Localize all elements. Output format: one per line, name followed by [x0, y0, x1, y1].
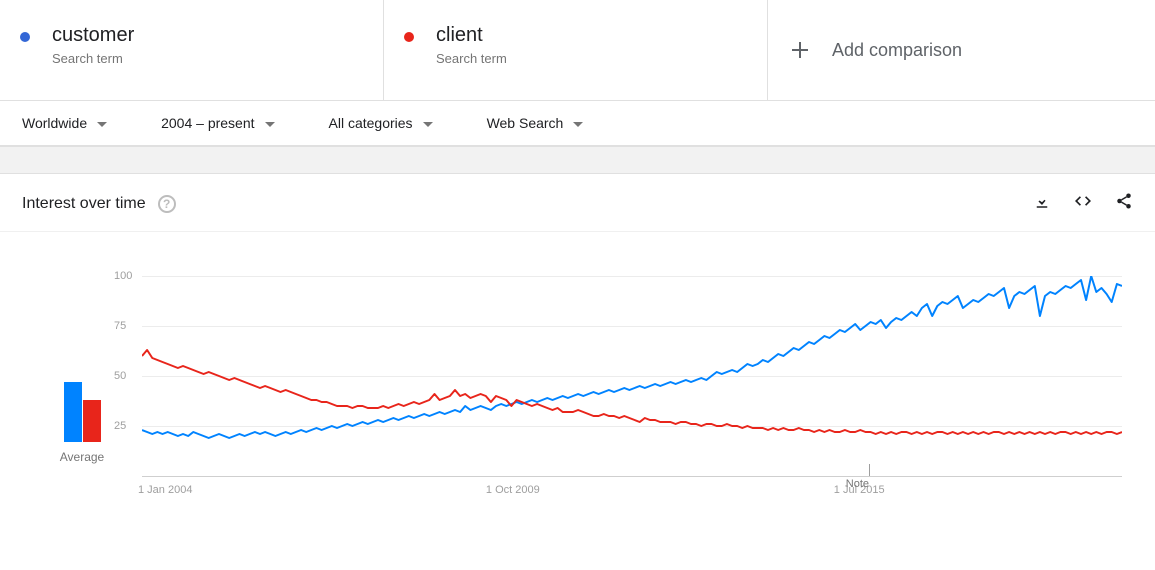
plot-area: 2550751001 Jan 20041 Oct 20091 Jul 2015N…: [142, 276, 1122, 476]
series-dot-client: [404, 32, 414, 42]
add-comparison-label: Add comparison: [832, 40, 962, 61]
filter-search-type[interactable]: Web Search: [487, 115, 584, 131]
y-tick-label: 50: [114, 370, 126, 382]
average-bars: [64, 382, 101, 442]
interest-over-time-card: Interest over time ? Average 2550751001 …: [0, 174, 1155, 496]
term-sublabel: Search term: [52, 51, 134, 66]
avg-bar-client: [83, 400, 101, 442]
y-tick-label: 75: [114, 320, 126, 332]
chevron-down-icon: [97, 115, 107, 131]
chevron-down-icon: [573, 115, 583, 131]
series-dot-customer: [20, 32, 30, 42]
add-comparison-button[interactable]: Add comparison: [768, 0, 1155, 100]
filter-category-label: All categories: [329, 115, 413, 131]
embed-icon[interactable]: [1073, 193, 1093, 214]
series-line-customer: [142, 276, 1122, 438]
compare-row: customer Search term client Search term …: [0, 0, 1155, 101]
x-tick-label: 1 Oct 2009: [486, 484, 540, 496]
spacer-band: [0, 146, 1155, 174]
chevron-down-icon: [265, 115, 275, 131]
y-tick-label: 25: [114, 420, 126, 432]
average-label: Average: [22, 450, 142, 464]
share-icon[interactable]: [1115, 192, 1133, 215]
card-title: Interest over time: [22, 195, 146, 213]
y-tick-label: 100: [114, 270, 132, 282]
line-chart-svg: [142, 276, 1122, 478]
filter-region[interactable]: Worldwide: [22, 115, 107, 131]
series-line-client: [142, 350, 1122, 434]
plus-icon: [788, 38, 812, 62]
chevron-down-icon: [423, 115, 433, 131]
compare-term-customer[interactable]: customer Search term: [0, 0, 384, 100]
avg-bar-customer: [64, 382, 82, 442]
term-sublabel: Search term: [436, 51, 507, 66]
filter-time-label: 2004 – present: [161, 115, 254, 131]
help-icon[interactable]: ?: [158, 195, 176, 213]
card-actions: [1033, 192, 1133, 215]
chart-body: Average 2550751001 Jan 20041 Oct 20091 J…: [0, 232, 1155, 496]
filter-region-label: Worldwide: [22, 115, 87, 131]
filter-row: Worldwide 2004 – present All categories …: [0, 101, 1155, 146]
plot-column: 2550751001 Jan 20041 Oct 20091 Jul 2015N…: [142, 276, 1133, 476]
filter-category[interactable]: All categories: [329, 115, 433, 131]
filter-search-type-label: Web Search: [487, 115, 564, 131]
card-header: Interest over time ?: [0, 174, 1155, 232]
compare-term-client[interactable]: client Search term: [384, 0, 768, 100]
x-tick-label: 1 Jan 2004: [138, 484, 192, 496]
download-icon[interactable]: [1033, 192, 1051, 215]
term-label: client: [436, 24, 507, 47]
filter-time[interactable]: 2004 – present: [161, 115, 274, 131]
term-label: customer: [52, 24, 134, 47]
